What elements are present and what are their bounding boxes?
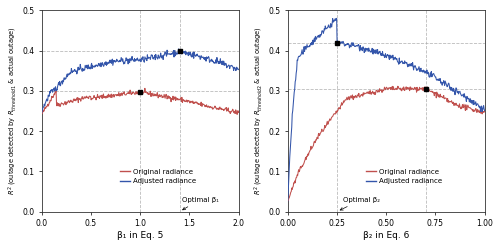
Y-axis label: $R^2$ (outage detected by $R_{threshold2}$ & actual outage): $R^2$ (outage detected by $R_{threshold2…: [253, 27, 265, 195]
Text: Optimal β₁: Optimal β₁: [182, 197, 218, 210]
X-axis label: β₂ in Eq. 6: β₂ in Eq. 6: [363, 231, 410, 240]
Y-axis label: $R^2$ (outage detected by $R_{threshold1}$ & actual outage): $R^2$ (outage detected by $R_{threshold1…: [7, 27, 19, 195]
X-axis label: β₁ in Eq. 5: β₁ in Eq. 5: [117, 231, 164, 240]
Text: Optimal β₂: Optimal β₂: [340, 197, 380, 210]
Legend: Original radiance, Adjusted radiance: Original radiance, Adjusted radiance: [120, 168, 196, 184]
Legend: Original radiance, Adjusted radiance: Original radiance, Adjusted radiance: [366, 168, 442, 184]
